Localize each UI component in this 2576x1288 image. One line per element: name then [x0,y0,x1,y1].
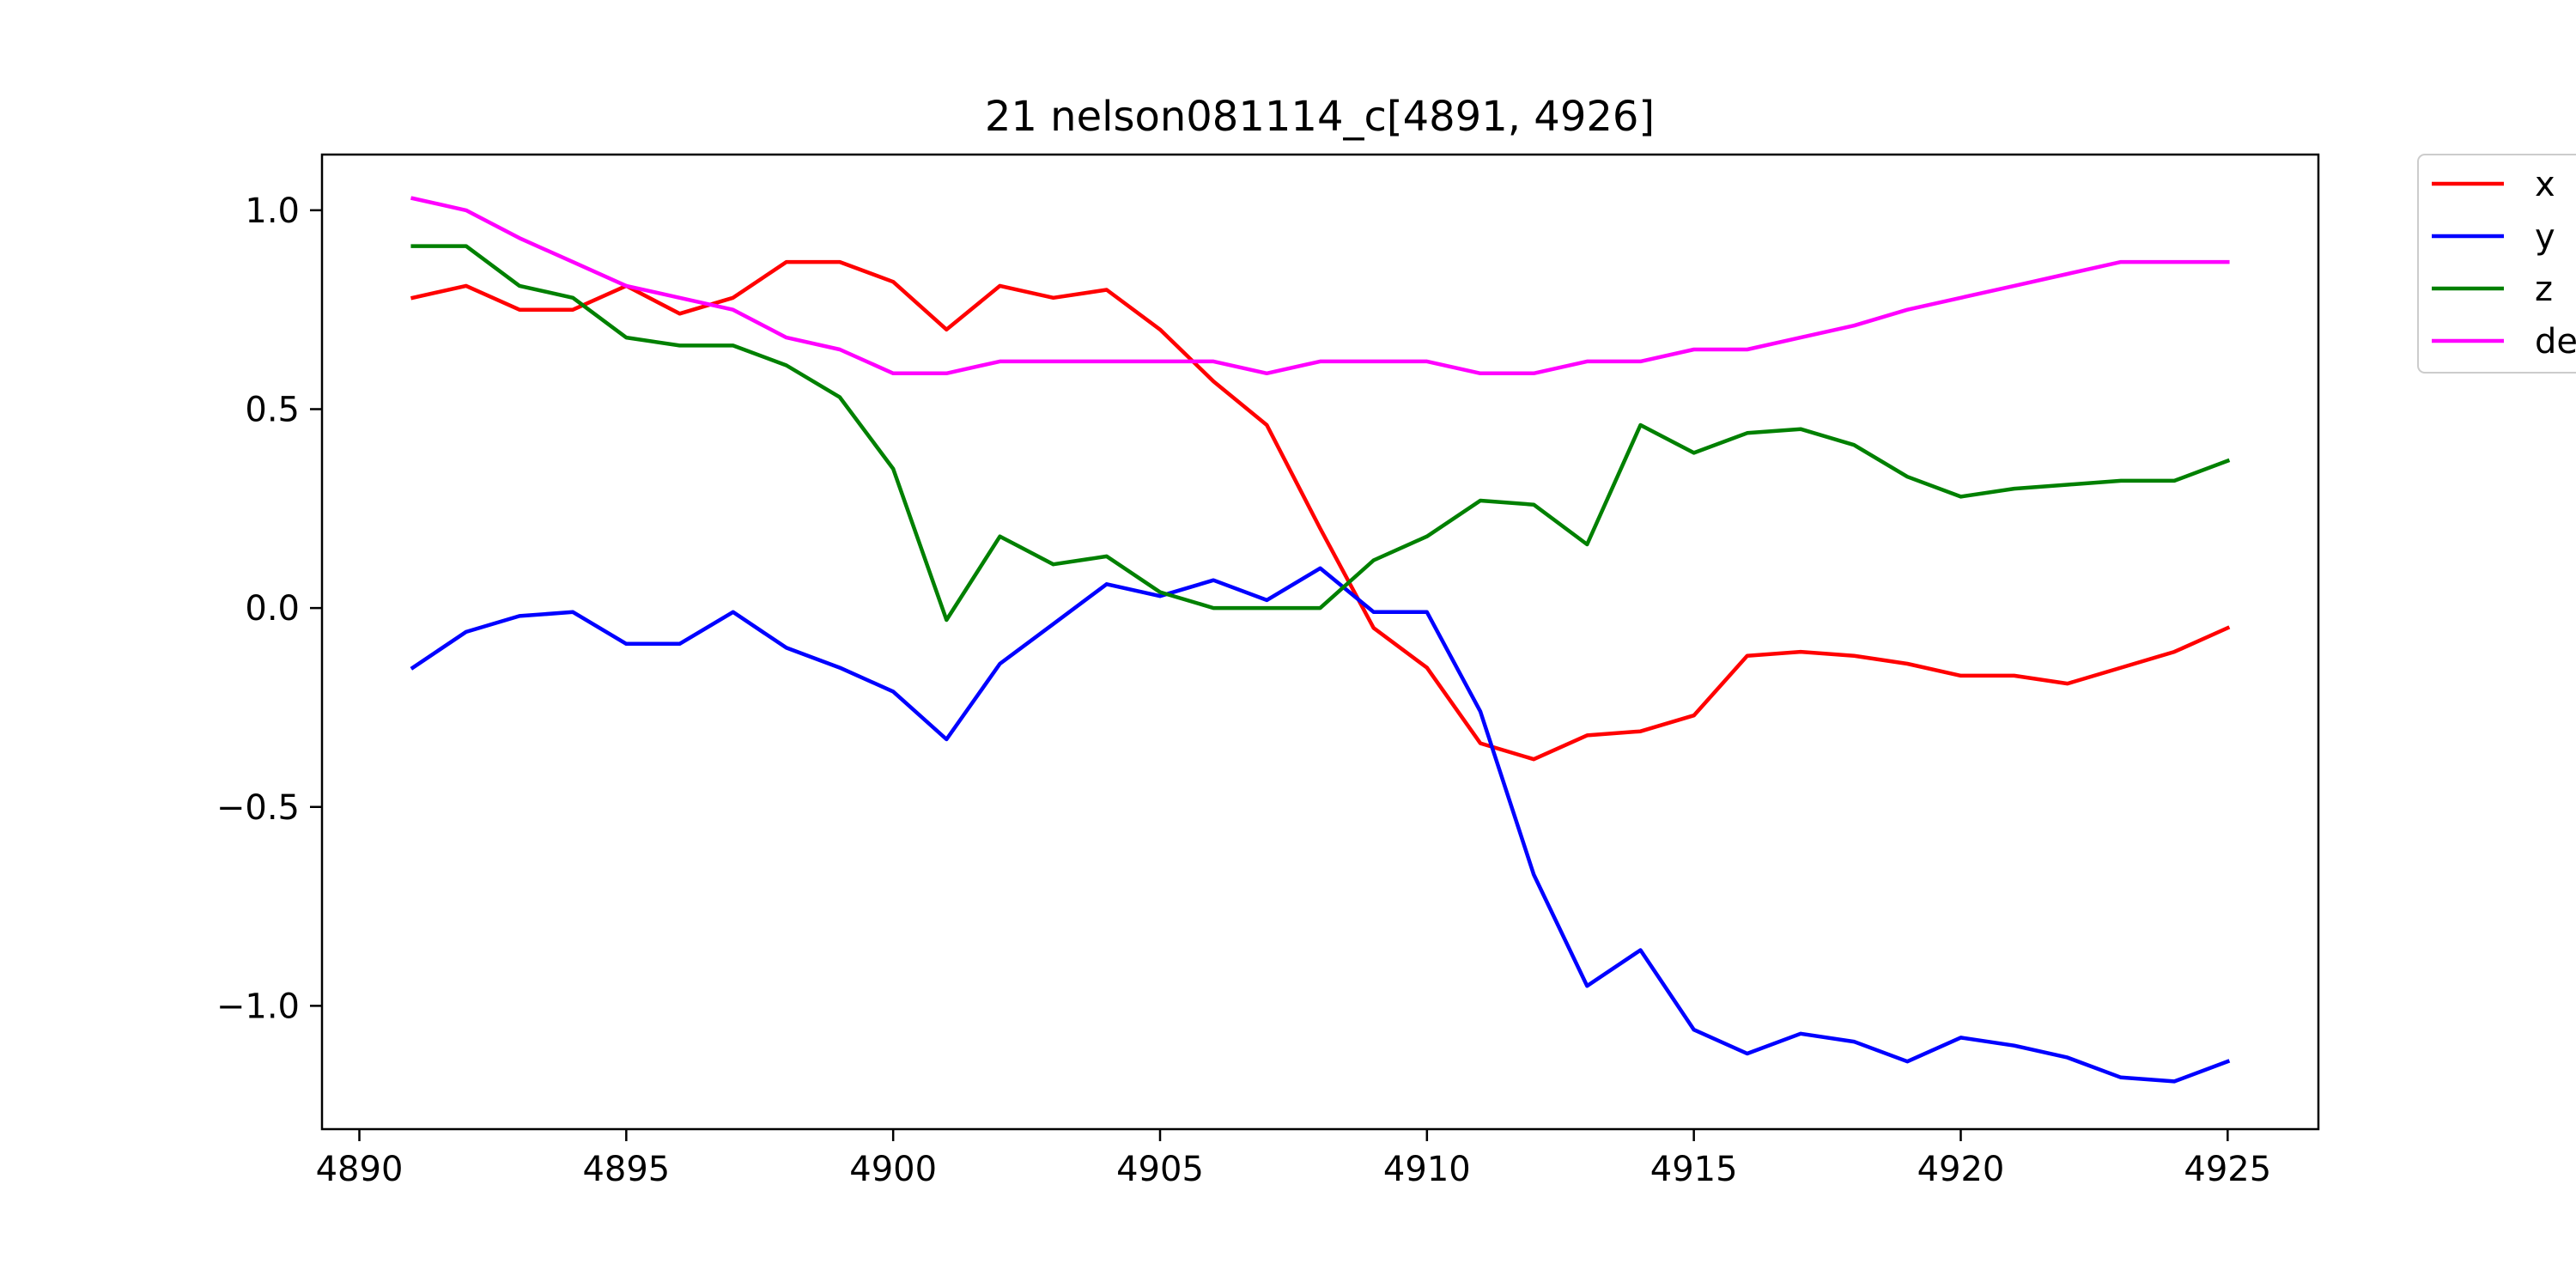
legend-frame [2417,154,2576,374]
series-line-de [410,196,2230,376]
legend-label-y: y [2535,217,2555,257]
x-tick-label: 4910 [1383,1150,1471,1189]
y-tick-label: −0.5 [216,788,300,828]
plot-area-frame [320,153,2320,1131]
y-tick-label: 0.5 [245,390,300,429]
x-tick-label: 4900 [849,1150,937,1189]
y-axis: 1.0 0.5 0.0 −0.5 −1.0 [216,191,322,1026]
x-tick-label: 4895 [582,1150,670,1189]
y-tick-label: −1.0 [216,987,300,1026]
legend-label-de: de [2535,322,2576,361]
series-lines-group [410,196,2231,1084]
chart-title: 21 nelson081114_c[4891, 4926] [985,93,1655,141]
y-tick-label: 0.0 [245,589,300,629]
series-line-x [410,259,2231,762]
legend: xyz de [2417,154,2576,374]
x-tick-label: 4915 [1650,1150,1738,1189]
x-tick-label: 4905 [1116,1150,1204,1189]
legend-label-z: z [2535,270,2553,309]
legend-label-x: x [2535,165,2555,204]
y-tick-label: 1.0 [245,191,300,231]
x-axis: 4890 4895 4900 4905 4910 4915 4920 4925 [316,1129,2271,1189]
series-line-z [410,244,2231,623]
x-tick-label: 4925 [2184,1150,2271,1189]
x-tick-label: 4920 [1917,1150,2005,1189]
series-line-y [410,566,2231,1084]
x-tick-label: 4890 [316,1150,404,1189]
